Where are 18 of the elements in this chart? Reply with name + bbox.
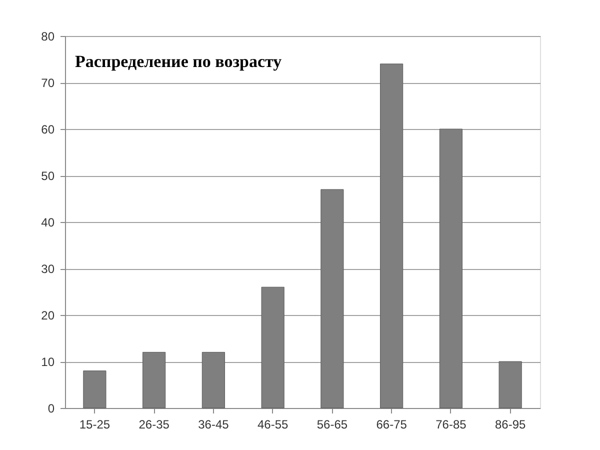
x-tick-label: 86-95 xyxy=(494,418,526,432)
y-tick-label: 60 xyxy=(41,122,55,136)
y-tick-label: 80 xyxy=(41,30,55,44)
y-tick-label: 30 xyxy=(41,262,55,276)
x-tick-label: 76-85 xyxy=(436,418,467,432)
y-tick-label: 70 xyxy=(41,76,55,90)
y-tick-label: 20 xyxy=(41,308,55,322)
x-tick-label: 15-25 xyxy=(79,418,110,432)
x-tick-label: 56-65 xyxy=(316,418,348,432)
y-tick-label: 0 xyxy=(48,402,55,416)
x-tick-label: 36-45 xyxy=(198,418,230,432)
text: Распределение по возрасту xyxy=(75,52,282,71)
y-tick-label: 40 xyxy=(41,216,55,230)
y-tick-label: 10 xyxy=(41,355,55,369)
x-tick-label: 66-75 xyxy=(376,418,408,432)
x-tick-label: 26-35 xyxy=(138,418,170,432)
x-tick-label: 46-55 xyxy=(257,418,288,432)
y-tick-label: 50 xyxy=(41,169,55,183)
